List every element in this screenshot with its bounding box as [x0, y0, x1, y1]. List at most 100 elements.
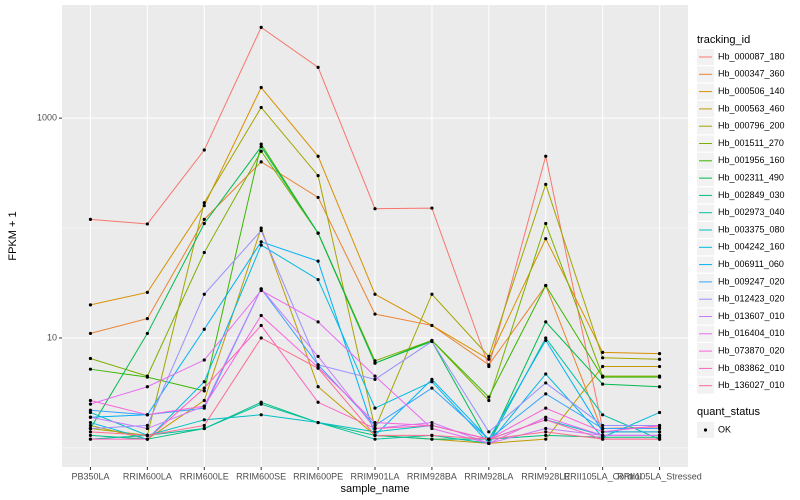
- point: [373, 406, 377, 410]
- point: [487, 441, 491, 445]
- point: [430, 339, 434, 344]
- point: [202, 418, 206, 422]
- point: [145, 437, 149, 441]
- point: [259, 240, 263, 244]
- point: [601, 433, 605, 437]
- point: [544, 392, 548, 396]
- point: [430, 377, 434, 381]
- point: [202, 423, 206, 428]
- x-tick-label: RRIM928LE: [521, 471, 570, 481]
- point: [657, 352, 662, 356]
- point: [88, 402, 93, 406]
- point: [487, 437, 491, 441]
- y-tick-label: 10: [47, 332, 57, 342]
- point: [259, 336, 263, 340]
- legend-label: Hb_002849_030: [718, 190, 785, 200]
- point: [544, 433, 548, 437]
- y-axis-label: FPKM + 1: [7, 211, 19, 260]
- point: [373, 433, 377, 437]
- legend-label: Hb_004242_160: [718, 242, 785, 252]
- x-tick-label: RRIM901LA: [350, 471, 399, 481]
- point: [316, 154, 320, 158]
- point: [544, 182, 548, 186]
- x-tick-label: PB350LA: [71, 471, 109, 481]
- point: [316, 420, 320, 425]
- point: [544, 221, 548, 226]
- point: [657, 375, 662, 379]
- point: [544, 154, 548, 158]
- point: [657, 437, 662, 441]
- point: [145, 222, 149, 226]
- point: [601, 350, 605, 354]
- point: [259, 243, 263, 247]
- point: [88, 398, 93, 403]
- point: [544, 381, 548, 385]
- point: [202, 398, 206, 403]
- legend-label: Hb_006911_060: [718, 259, 784, 269]
- point: [202, 404, 206, 408]
- point: [430, 386, 434, 390]
- point: [259, 226, 263, 230]
- point: [145, 375, 149, 379]
- point: [259, 105, 263, 110]
- point: [430, 420, 434, 425]
- point: [316, 354, 320, 358]
- point: [601, 364, 605, 369]
- legend-label: Hb_002311_490: [718, 172, 784, 182]
- point: [601, 423, 605, 428]
- point: [259, 288, 263, 293]
- point: [145, 385, 149, 389]
- point: [430, 433, 434, 437]
- point: [202, 201, 206, 205]
- point: [601, 430, 605, 434]
- point: [316, 259, 320, 263]
- point: [430, 292, 434, 296]
- point: [88, 430, 93, 434]
- legend-label: Hb_003375_080: [718, 224, 785, 234]
- legend-title: tracking_id: [697, 34, 750, 46]
- point: [601, 356, 605, 360]
- point: [544, 406, 548, 410]
- point: [430, 426, 434, 431]
- point: [657, 430, 662, 434]
- point: [88, 410, 93, 415]
- point: [544, 283, 548, 288]
- point: [145, 331, 149, 336]
- point: [202, 389, 206, 393]
- x-tick-label: RRIM600LE: [180, 471, 229, 481]
- point: [88, 437, 93, 441]
- point: [430, 380, 434, 384]
- point: [88, 356, 93, 361]
- point: [316, 363, 320, 367]
- point: [487, 363, 491, 367]
- point: [88, 433, 93, 437]
- point: [601, 426, 605, 431]
- point: [259, 142, 263, 146]
- legend-label: Hb_000563_460: [718, 103, 785, 113]
- legend-label: Hb_073870_020: [718, 345, 785, 355]
- point: [202, 221, 206, 226]
- point: [373, 359, 377, 363]
- y-tick-label: 1000: [37, 113, 57, 123]
- point: [430, 437, 434, 441]
- point: [601, 413, 605, 417]
- point: [259, 402, 263, 406]
- point: [88, 420, 93, 425]
- legend-label: Hb_000087_180: [718, 51, 785, 61]
- point: [544, 336, 548, 340]
- point: [601, 382, 605, 386]
- legend-label: Hb_002973_040: [718, 207, 785, 217]
- point: [544, 237, 548, 241]
- point: [544, 426, 548, 431]
- point: [316, 366, 320, 370]
- point: [657, 410, 662, 415]
- point: [316, 277, 320, 282]
- point: [259, 149, 263, 153]
- point: [373, 426, 377, 431]
- point: [88, 408, 93, 412]
- point: [88, 423, 93, 428]
- point: [316, 385, 320, 389]
- x-tick-label: RRIM928BA: [407, 471, 457, 481]
- point: [202, 386, 206, 390]
